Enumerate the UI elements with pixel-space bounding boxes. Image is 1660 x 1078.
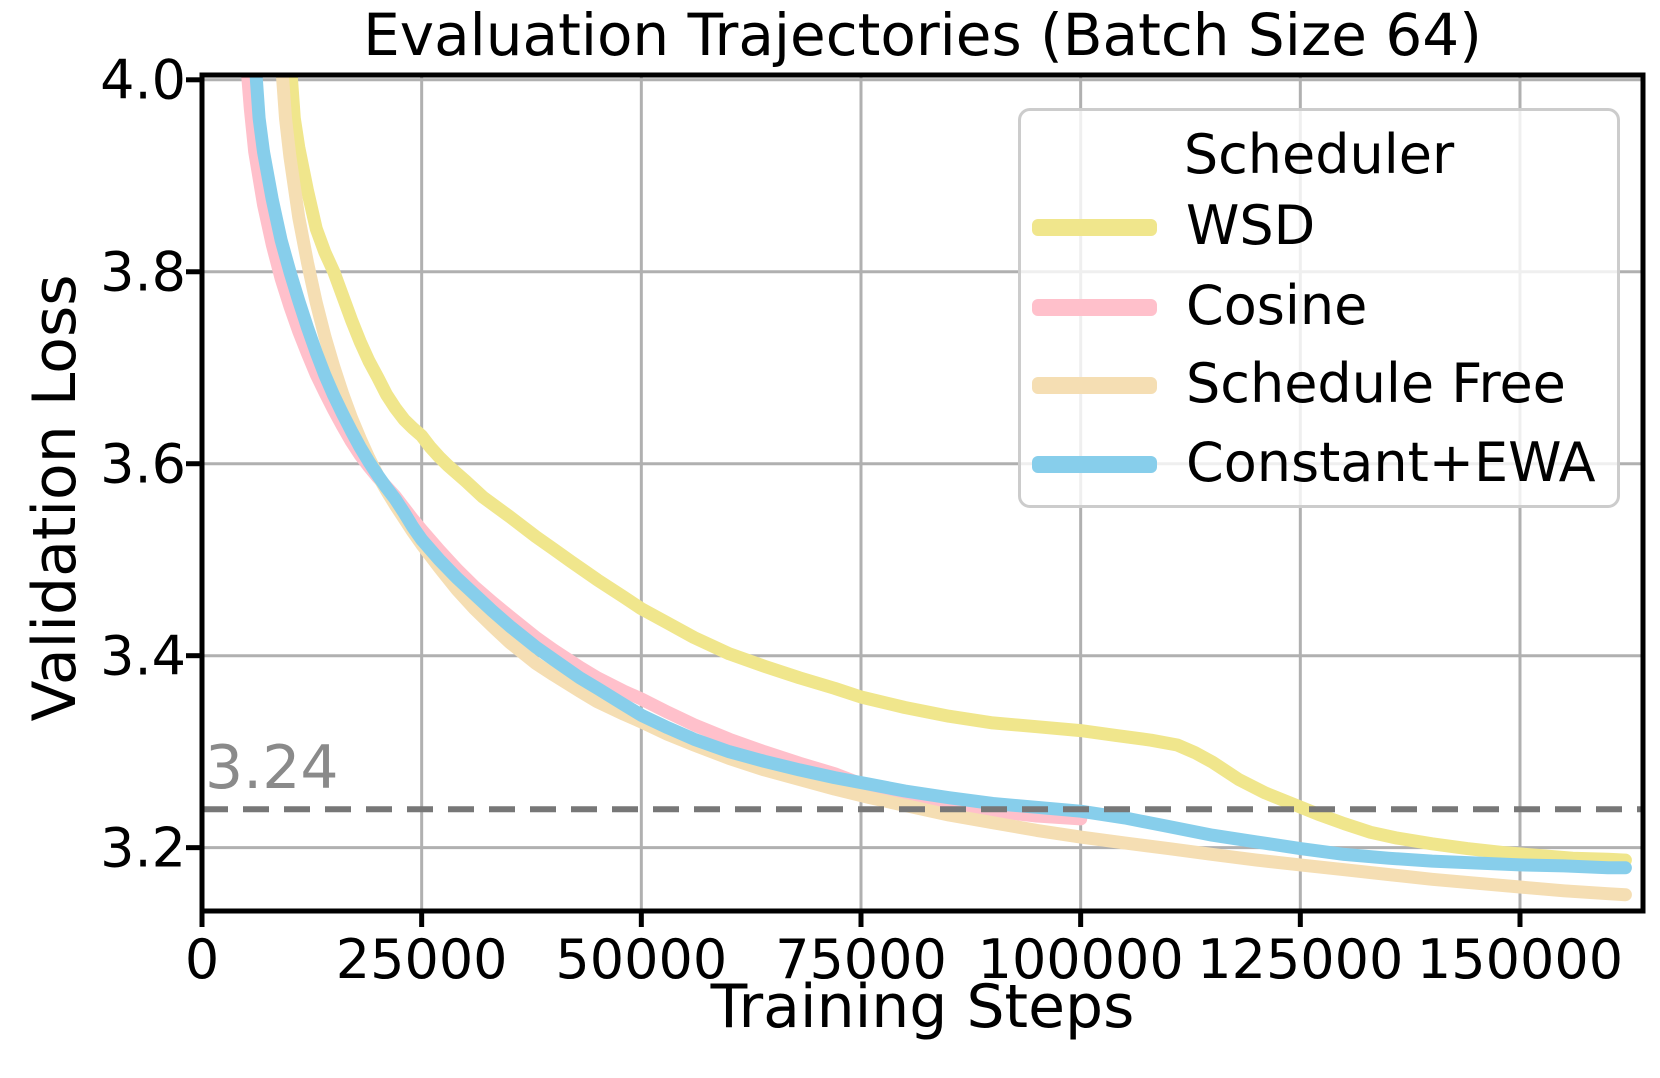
series-line-schedule-free [275, 75, 1632, 902]
y-tick-label: 4.0 [100, 48, 186, 112]
series-lines [241, 75, 1632, 902]
axes-spines-ticks [186, 72, 1646, 927]
legend-swatch [1032, 219, 1157, 236]
legend-item-wsd: WSD [1021, 194, 1617, 258]
legend-item-schedule-free: Schedule Free [1021, 352, 1617, 416]
legend-box: Scheduler WSD Cosine Schedule Free Constant… [1018, 108, 1620, 508]
x-axis-label: Training Steps [710, 972, 1135, 1042]
legend-label: Cosine [1186, 273, 1368, 337]
series-line-constant-ewa [249, 75, 1632, 875]
series-line-cosine [241, 75, 1088, 826]
legend-label: Schedule Free [1186, 351, 1566, 415]
x-tick-label: 50000 [555, 928, 728, 991]
x-tick-label: 0 [184, 928, 220, 991]
legend-item-constant-ewa: Constant+EWA [1021, 431, 1617, 495]
chart-title: Evaluation Trajectories (Batch Size 64) [363, 1, 1482, 69]
x-tick-label: 75000 [775, 928, 947, 991]
plot-border [199, 72, 1646, 914]
legend-title: Scheduler [1183, 123, 1455, 186]
y-tick-label: 3.4 [100, 624, 186, 688]
y-tick-label: 3.8 [100, 240, 186, 304]
legend-label: Constant+EWA [1186, 430, 1596, 494]
legend-label: WSD [1186, 193, 1316, 257]
x-tick-label: 150000 [1416, 928, 1624, 991]
legend-swatch [1032, 299, 1157, 316]
legend-swatch [1032, 456, 1157, 473]
series-line-wsd [284, 75, 1632, 867]
x-tick-label: 25000 [335, 928, 508, 991]
y-tick-label: 3.2 [100, 816, 186, 880]
x-tick-label: 125000 [1197, 928, 1404, 991]
threshold-annotation: 3.24 [205, 733, 339, 803]
x-tick-label: 100000 [977, 928, 1184, 991]
legend-swatch [1032, 377, 1157, 394]
legend-item-cosine: Cosine [1021, 274, 1617, 338]
y-tick-label: 3.6 [100, 432, 186, 496]
y-axis-label: Validation Loss [20, 274, 90, 722]
